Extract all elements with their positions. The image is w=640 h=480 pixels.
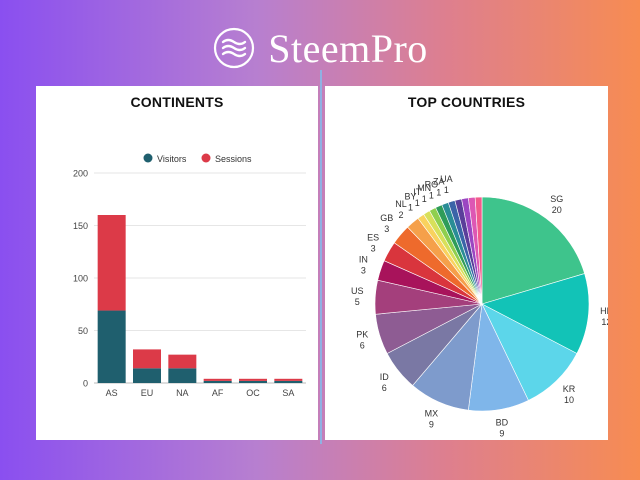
pie-slice-21	[474, 196, 483, 305]
bar-visitors-eu	[133, 368, 161, 383]
pie-value-kr: 10	[564, 395, 574, 405]
pie-value-in: 3	[361, 266, 366, 276]
legend-marker-sessions	[201, 153, 211, 163]
pie-value-ua: 1	[444, 185, 449, 195]
y-tick-label: 150	[73, 221, 88, 231]
pie-value-za: 1	[436, 188, 441, 198]
pie-value-by: 1	[408, 203, 413, 213]
bar-visitors-oc	[239, 380, 267, 383]
pie-value-mn: 1	[422, 194, 427, 204]
bar-visitors-as	[97, 310, 126, 383]
continents-panel: CONTINENTS Visitors Sessions 0 50 100 150 200 A…	[36, 86, 318, 440]
legend-label-sessions: Sessions	[215, 154, 252, 164]
x-tick-label: AS	[106, 388, 118, 398]
top-countries-pie-chart: SG20HK12KR10BD9MX9ID6PK6US5IN3ES3GB3NL2B…	[351, 174, 613, 438]
pie-value-mx: 9	[429, 419, 434, 429]
panel-divider	[320, 70, 322, 444]
continents-chart-title: CONTINENTS	[130, 94, 224, 110]
continents-bar-chart: Visitors Sessions 0 50 100 150 200 AS EU NA AF OC SA	[73, 153, 306, 398]
pie-label-gb: GB	[380, 213, 393, 223]
steempro-logo-icon	[214, 27, 255, 69]
bar-sessions-eu	[133, 349, 161, 369]
pie-value-gb: 3	[384, 224, 389, 234]
pie-value-id: 6	[382, 383, 387, 393]
pie-value-ro: 1	[429, 191, 434, 201]
x-tick-label: SA	[282, 388, 294, 398]
pie-label-nl: NL	[395, 199, 407, 209]
pie-slice-sg	[481, 196, 585, 305]
pie-label-ua: UA	[440, 174, 453, 184]
bar-sessions-as	[97, 215, 126, 311]
pie-label-mx: MX	[425, 408, 439, 418]
top-countries-chart-title: TOP COUNTRIES	[407, 94, 526, 110]
pie-label-sg: SG	[550, 194, 563, 204]
bar-sessions-sa	[274, 378, 303, 381]
y-tick-label: 200	[73, 169, 88, 179]
bar-visitors-af	[203, 380, 232, 383]
legend-marker-visitors	[143, 153, 153, 163]
pie-label-in: IN	[359, 255, 368, 265]
top-countries-panel: TOP COUNTRIES SG20HK12KR10BD9MX9ID6PK6US…	[325, 86, 613, 440]
x-tick-label: NA	[176, 388, 189, 398]
pie-label-bd: BD	[496, 417, 509, 427]
pie-label-us: US	[351, 286, 364, 296]
bar-sessions-af	[203, 378, 232, 381]
brand-header: SteemPro	[0, 22, 640, 74]
pie-value-pk: 6	[360, 341, 365, 351]
y-tick-label: 50	[78, 326, 88, 336]
y-tick-label: 100	[73, 274, 88, 284]
x-tick-label: AF	[212, 388, 224, 398]
pie-label-pk: PK	[356, 330, 368, 340]
pie-label-kr: KR	[563, 384, 576, 394]
bar-sessions-na	[168, 354, 197, 369]
pie-label-it: IT	[413, 187, 422, 197]
pie-label-ro: RO	[425, 180, 439, 190]
pie-label-mn: MN	[417, 183, 431, 193]
pie-label-id: ID	[380, 372, 390, 382]
y-tick-label: 0	[83, 379, 88, 389]
legend-label-visitors: Visitors	[157, 154, 187, 164]
pie-slice-hk	[481, 273, 590, 354]
pie-value-it: 1	[415, 198, 420, 208]
x-tick-label: OC	[246, 388, 260, 398]
pie-label-es: ES	[367, 233, 379, 243]
bar-visitors-sa	[274, 380, 303, 383]
pie-label-za: ZA	[433, 177, 445, 187]
pie-value-nl: 2	[398, 210, 403, 220]
bar-sessions-oc	[239, 378, 267, 381]
brand-name: SteemPro	[268, 25, 428, 71]
pie-value-hk: 12	[601, 317, 608, 327]
pie-label-by: BY	[404, 192, 416, 202]
pie-value-es: 3	[371, 244, 376, 254]
pie-value-us: 5	[355, 297, 360, 307]
pie-label-hk: HK	[600, 306, 608, 316]
pie-value-sg: 20	[552, 205, 562, 215]
pie-value-bd: 9	[499, 428, 504, 438]
bar-visitors-na	[168, 368, 197, 383]
x-tick-label: EU	[141, 388, 154, 398]
